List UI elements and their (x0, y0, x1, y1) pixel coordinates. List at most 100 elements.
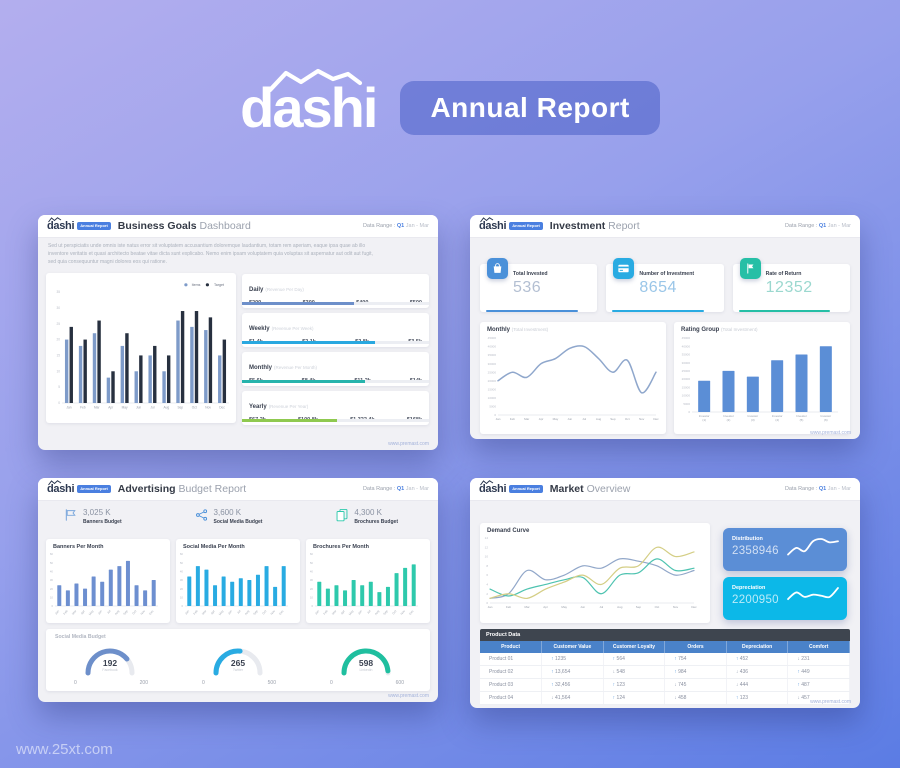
gauge-label: Facebook (102, 668, 118, 672)
data-range: Data Range : Q1 Jan - Mar (784, 223, 851, 229)
stat-label: Rate of Return (765, 271, 802, 277)
panel-title: Rating Group (681, 327, 720, 333)
svg-text:Investor: Investor (699, 414, 710, 418)
svg-text:Investor: Investor (796, 414, 807, 418)
advertising-budget-card: dashi Annual Report Advertising Budget R… (38, 478, 438, 702)
svg-text:(5): (5) (800, 418, 804, 422)
brochures-budget-stat: 4,300 K Brochures Budget (335, 508, 398, 525)
rating-group-panel: Rating Group (Total Investment) 0 5000 100… (674, 322, 850, 434)
svg-text:Nov: Nov (139, 609, 146, 616)
card-header: dashi Annual Report Investment Report Da… (470, 215, 860, 238)
card-icon (613, 258, 635, 279)
svg-text:Jun: Jun (227, 609, 233, 616)
stat-underline (738, 310, 831, 312)
svg-text:May: May (553, 417, 559, 421)
svg-text:Nov: Nov (673, 605, 679, 609)
svg-text:Aug: Aug (374, 609, 381, 616)
svg-text:Aug: Aug (114, 609, 121, 616)
svg-text:45000: 45000 (682, 336, 691, 340)
svg-text:4: 4 (486, 583, 488, 587)
card-header: dashi Annual Report Advertising Budget R… (38, 478, 438, 501)
demand-curve-line-chart: 0 2 4 6 8 10 12 14 Jan Feb Mar Apr May Jun Jul Aug Sep Oc… (480, 534, 710, 619)
svg-text:Mar: Mar (331, 609, 337, 616)
svg-text:Investor: Investor (772, 414, 783, 418)
svg-text:Jan: Jan (54, 609, 60, 616)
linkedin-gauge: 598 Linkedin 0 600 (314, 643, 418, 687)
svg-text:5000: 5000 (683, 402, 690, 406)
gauge-max: 600 (395, 680, 404, 686)
panel-title: Demand Curve (487, 528, 530, 534)
dashi-logo: dashi (479, 479, 507, 495)
svg-text:Jul: Jul (236, 609, 242, 615)
svg-text:20000: 20000 (488, 379, 497, 383)
brochures-bar-chart: 0 10 20 30 40 50 60 Jan Feb Mar Apr May Jun Jul Aug Sep… (306, 550, 430, 623)
monthly-investment-panel: Monthly (Total Investment) 0 5000 10000 150… (480, 322, 666, 434)
panel-title: Banners Per Month (53, 544, 104, 550)
svg-text:Sep: Sep (122, 609, 129, 616)
svg-text:Investor: Investor (820, 414, 831, 418)
progress-title: Monthly (249, 365, 272, 371)
table-header: Product Customer Value Customer Loyalty Ord… (480, 641, 850, 653)
stat-value: 8654 (639, 279, 677, 296)
progress-subtitle: (Revenue Per Year) (268, 404, 309, 409)
gauge-arc (186, 643, 290, 676)
svg-text:20: 20 (310, 587, 314, 591)
gauge-label: Linkedin (359, 668, 373, 672)
svg-text:50: 50 (180, 561, 184, 565)
svg-text:25000: 25000 (488, 370, 497, 374)
svg-text:25000: 25000 (682, 369, 691, 373)
svg-text:Jul: Jul (599, 605, 603, 609)
svg-text:Jan: Jan (496, 417, 501, 421)
social-media-budget-stat: 3,600 K Social Media Budget (195, 508, 262, 525)
svg-text:40000: 40000 (682, 344, 691, 348)
svg-text:2: 2 (486, 592, 488, 596)
premast-link[interactable]: www.premast.com (810, 699, 851, 705)
distribution-sparkline (785, 535, 841, 568)
svg-text:10: 10 (485, 555, 489, 559)
svg-text:Apr: Apr (210, 609, 216, 615)
premast-link[interactable]: www.premast.com (388, 441, 429, 447)
svg-text:Oct: Oct (655, 605, 660, 609)
svg-text:Jun: Jun (580, 605, 585, 609)
facebook-gauge: 192 Facebook 0 200 (58, 643, 162, 687)
monthly-investment-line-chart: 0 5000 10000 15000 20000 25000 30000 35000 40000… (480, 333, 666, 432)
stat-value: 536 (513, 279, 542, 296)
svg-text:Jul: Jul (106, 609, 112, 615)
logo-text: dashi (240, 76, 378, 139)
progress-track (242, 380, 429, 383)
progress-track (242, 341, 429, 344)
svg-text:30000: 30000 (488, 362, 497, 366)
svg-text:45000: 45000 (488, 336, 497, 340)
svg-text:Nov: Nov (269, 609, 276, 616)
svg-text:Oct: Oct (131, 609, 137, 615)
annual-report-title-badge: Annual Report (400, 81, 660, 135)
panel-subtitle: (Total Investment) (721, 327, 758, 332)
panel-subtitle: (Total Investment) (511, 327, 549, 332)
svg-text:Jun: Jun (357, 609, 363, 616)
social-media-bar-chart: 0 10 20 30 40 50 60 Jan Feb Mar Apr May Jun Jul Aug Sep… (176, 550, 300, 623)
svg-text:Nov: Nov (205, 405, 211, 409)
premast-link[interactable]: www.premast.com (388, 693, 429, 699)
stat-label: Number of Investment (639, 271, 695, 277)
svg-text:Feb: Feb (80, 405, 86, 409)
progress-title: Weekly (249, 326, 270, 332)
svg-text:20: 20 (56, 338, 60, 342)
svg-text:0: 0 (181, 604, 183, 608)
svg-text:May: May (348, 609, 355, 616)
distribution-card: Distribution 2358946 (723, 528, 847, 571)
premast-link[interactable]: www.premast.com (810, 430, 851, 436)
gauge-arc (58, 643, 162, 676)
svg-text:20: 20 (50, 587, 54, 591)
banner-icon (65, 509, 76, 521)
card-body: Sed ut perspiciatis unde omnis iste natu… (38, 238, 438, 450)
svg-text:Jan: Jan (488, 605, 493, 609)
svg-text:Apr: Apr (340, 609, 346, 615)
svg-text:(3): (3) (751, 418, 755, 422)
twitter-gauge: 265 Twitter 0 500 (186, 643, 290, 687)
svg-text:60: 60 (310, 552, 314, 556)
svg-text:8: 8 (486, 564, 488, 568)
svg-text:Mar: Mar (71, 609, 77, 616)
svg-text:0: 0 (688, 410, 690, 414)
logo-squiggle-icon (480, 479, 494, 485)
